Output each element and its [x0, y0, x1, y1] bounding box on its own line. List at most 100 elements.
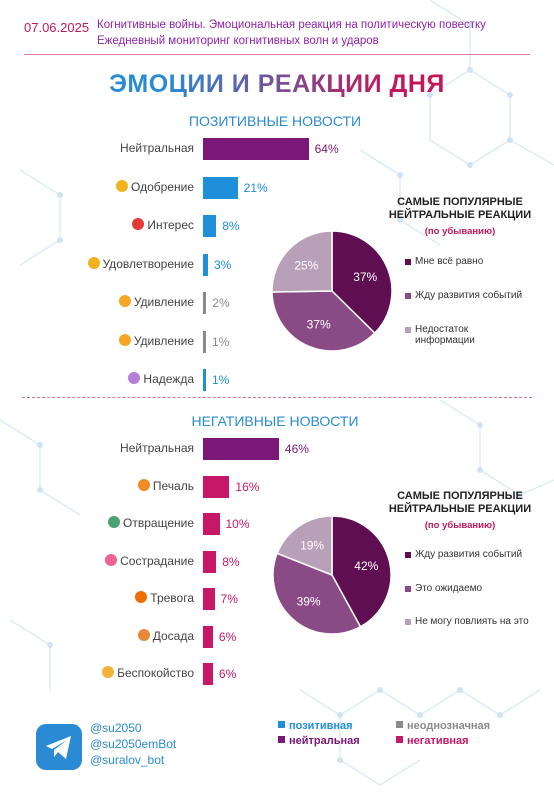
bar-category-label: Досада — [137, 628, 194, 643]
bar — [203, 330, 206, 353]
legend-label: Недостаток информации — [415, 324, 475, 346]
pie-value-label: 37% — [307, 317, 331, 331]
bar-category-text: Тревога — [150, 591, 194, 605]
legend-label: Мне всё равно — [415, 256, 484, 267]
legend-label: позитивная — [289, 720, 353, 732]
bar-value-label: 3% — [213, 257, 232, 272]
legend-label: Не могу повлиять на это — [415, 616, 529, 627]
legend-label: Жду развития событий — [415, 549, 523, 560]
bar-category-text: Печаль — [152, 478, 194, 493]
handle-link[interactable]: @su2050emBot — [90, 737, 177, 751]
legend-label: Это ожидаемо — [415, 583, 483, 594]
bar — [203, 475, 230, 498]
legend-swatch — [405, 259, 411, 265]
bar-category-text: Досада — [152, 628, 194, 643]
negative-pie-title: САМЫЕ ПОПУЛЯРНЫЕ НЕЙТРАЛЬНЫЕ РЕАКЦИИ — [388, 490, 532, 515]
negative-neutral-reactions-pie: 42% 39% 19% — [272, 515, 392, 635]
bar-category-text: Удивление — [133, 295, 194, 309]
footer-handles: @su2050 @su2050emBot @suralov_bot — [90, 720, 176, 768]
bar-value-label: 16% — [235, 479, 260, 494]
smile-icon — [87, 256, 100, 269]
bar-row: Беспокойство 6% — [0, 663, 554, 685]
bar-value-label: 21% — [243, 180, 268, 195]
handle-link[interactable]: @suralov_bot — [90, 753, 165, 767]
telegram-icon — [46, 736, 71, 759]
bar-row: Надежда 1% — [0, 369, 554, 391]
worry-icon — [102, 666, 115, 678]
positive-section-title: ПОЗИТИВНЫЕ НОВОСТИ — [188, 113, 362, 129]
pie-slice — [331, 515, 392, 628]
bar-row: Интерес 8% — [0, 215, 554, 237]
pie-legend-item: Недостаток информации — [405, 324, 530, 346]
bar-value-label: 1% — [212, 334, 230, 349]
handle-link[interactable]: @su2050 — [90, 721, 142, 735]
bar-value-label: 64% — [314, 142, 339, 156]
bar-row: Удовлетворение 3% — [0, 253, 554, 276]
pie-value-label: 42% — [354, 559, 378, 573]
bar-category-label: Печаль — [137, 478, 194, 493]
pie-value-label: 25% — [294, 259, 318, 273]
section-divider — [22, 397, 532, 398]
pie-value-label: 19% — [300, 539, 324, 553]
smile-icon — [116, 179, 129, 192]
bar-category-text: Отвращение — [123, 516, 194, 530]
telegram-logo[interactable] — [36, 724, 82, 770]
bar — [203, 253, 208, 276]
bar-row: Отвращение 10% — [0, 513, 554, 535]
bar — [203, 438, 279, 460]
negative-pie-subtitle: (по убыванию) — [424, 520, 496, 531]
bar — [203, 215, 217, 237]
bar-category-text: Удовлетворение — [102, 256, 195, 271]
legend-swatch — [278, 721, 285, 728]
footer-legend-item: неоднозначная — [396, 720, 490, 732]
legend-swatch — [405, 586, 411, 592]
bar-row: Печаль 16% — [0, 475, 554, 498]
bar-value-label: 1% — [212, 373, 230, 387]
bar-row: Одобрение 21% — [0, 176, 554, 199]
legend-label: неоднозначная — [407, 720, 491, 732]
bar-value-label: 7% — [220, 592, 238, 606]
surprise-icon — [118, 295, 131, 307]
pie-legend-item: Жду развития событий — [405, 290, 530, 301]
bar-category-label: Нейтральная — [120, 441, 194, 455]
header-subtitle: Когнитивные войны. Эмоциональная реакция… — [97, 19, 486, 31]
disgust-icon — [108, 516, 121, 528]
bar-category-text: Интерес — [147, 218, 194, 232]
annoyance-icon — [137, 628, 150, 641]
bar-category-text: Надежда — [143, 372, 194, 386]
bar-category-label: Отвращение — [108, 516, 194, 530]
hope-icon — [128, 372, 141, 384]
bar-value-label: 6% — [218, 629, 237, 644]
bar-category-label: Нейтральная — [120, 141, 194, 155]
bar-category-label: Беспокойство — [102, 666, 194, 680]
bar-value-label: 6% — [218, 667, 237, 681]
pie-legend-item: Мне всё равно — [405, 256, 530, 267]
pie-slice — [331, 230, 393, 335]
legend-swatch — [405, 619, 411, 625]
negative-section-title: НЕГАТИВНЫЕ НОВОСТИ — [191, 413, 359, 429]
bar-category-text: Одобрение — [131, 179, 194, 194]
pie-slice — [271, 230, 333, 293]
bar-category-text: Нейтральная — [120, 141, 194, 155]
pie-value-label: 37% — [353, 270, 377, 284]
pie-slice — [271, 290, 376, 352]
bar — [203, 176, 238, 199]
bar — [203, 625, 213, 648]
bar-category-text: Нейтральная — [120, 441, 194, 455]
bar-category-text: Удивление — [133, 333, 194, 348]
bar-category-text: Беспокойство — [117, 666, 194, 680]
bar-row: Досада 6% — [0, 625, 554, 648]
bar-value-label: 46% — [284, 442, 309, 456]
footer-legend-item: позитивная — [278, 720, 353, 732]
pie-legend-item: Жду развития событий — [405, 549, 530, 560]
bar-category-label: Удовлетворение — [87, 256, 195, 271]
bar-category-label: Надежда — [128, 372, 194, 386]
pie-legend-item: Это ожидаемо — [405, 583, 530, 594]
bar — [203, 588, 215, 610]
bar-category-label: Тревога — [135, 591, 194, 605]
pie-legend-item: Не могу повлиять на это — [405, 616, 530, 627]
bar-value-label: 8% — [222, 554, 240, 569]
sad-icon — [137, 478, 150, 491]
header-rule — [24, 54, 530, 55]
